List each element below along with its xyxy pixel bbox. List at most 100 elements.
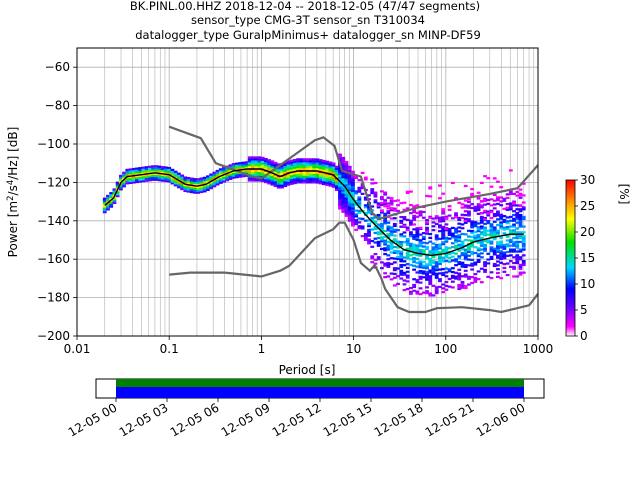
psd-cell <box>521 217 526 220</box>
psd-cell <box>396 209 400 213</box>
psd-cell <box>344 210 349 214</box>
psd-cell <box>141 176 146 179</box>
psd-cell <box>309 164 313 167</box>
psd-cell <box>180 182 185 185</box>
psd-cell <box>186 182 191 185</box>
psd-cell <box>518 256 523 259</box>
psd-cell <box>186 180 191 184</box>
psd-cell <box>505 208 510 211</box>
psd-cell <box>515 258 520 261</box>
psd-cell <box>147 179 152 182</box>
psd-cell <box>457 249 462 252</box>
psd-cell <box>463 285 468 288</box>
psd-cell <box>438 272 442 275</box>
psd-cell <box>518 267 523 270</box>
psd-cell <box>396 242 400 245</box>
psd-cell <box>376 258 381 261</box>
psd-cell <box>521 182 526 185</box>
psd-cell <box>415 250 420 253</box>
psd-cell <box>360 192 365 195</box>
psd-cell <box>209 175 214 178</box>
psd-cell <box>354 222 359 226</box>
psd-cell <box>315 167 320 171</box>
psd-cell <box>209 177 214 180</box>
psd-cell <box>270 181 275 184</box>
psd-cell <box>438 251 442 254</box>
psd-cell <box>418 266 423 269</box>
psd-cell <box>496 248 500 252</box>
psd-cell <box>396 275 400 278</box>
psd-cell <box>386 207 391 210</box>
psd-cell <box>347 185 352 188</box>
psd-cell <box>312 175 317 178</box>
psd-cell <box>106 200 110 203</box>
psd-cell <box>405 257 410 260</box>
psd-cell <box>193 178 197 181</box>
y-tick-label: −180 <box>37 291 70 305</box>
psd-cell <box>454 216 458 219</box>
psd-cell <box>312 167 317 171</box>
psd-cell <box>334 183 339 186</box>
psd-cell <box>489 230 494 234</box>
psd-cell <box>399 219 404 223</box>
psd-cell <box>367 223 371 226</box>
psd-cell <box>173 180 178 183</box>
psd-cell <box>257 158 262 161</box>
psd-cell <box>189 179 194 182</box>
psd-cell <box>112 199 117 203</box>
psd-cell <box>476 203 481 206</box>
psd-cell <box>331 166 336 169</box>
psd-cell <box>157 167 162 170</box>
psd-cell <box>247 160 252 163</box>
noise-models <box>168 125 538 314</box>
psd-cell <box>457 236 462 239</box>
y-tick-label: −120 <box>37 175 70 189</box>
psd-cell <box>486 241 491 244</box>
colorbar-tick-label: 5 <box>580 303 588 317</box>
psd-cell <box>457 201 462 204</box>
psd-cell <box>350 222 355 225</box>
psd-cell <box>508 248 513 251</box>
psd-cell <box>425 278 429 281</box>
psd-cell <box>409 290 413 293</box>
psd-cell <box>392 261 397 264</box>
psd-cell <box>383 220 388 223</box>
psd-cell <box>399 215 404 219</box>
psd-cell <box>331 185 336 188</box>
psd-cell <box>454 264 458 267</box>
psd-cell <box>164 174 168 177</box>
psd-cell <box>483 240 487 243</box>
psd-cell <box>263 171 268 174</box>
psd-cell <box>505 227 510 231</box>
psd-cell <box>309 177 313 180</box>
psd-cell <box>273 179 278 182</box>
psd-cell <box>479 252 484 255</box>
psd-cell <box>457 287 462 291</box>
psd-cell <box>215 175 220 178</box>
psd-cell <box>412 243 417 246</box>
psd-cell <box>512 242 516 245</box>
psd-cell <box>318 172 323 175</box>
psd-cell <box>296 162 301 165</box>
psd-cell <box>479 206 484 209</box>
psd-cell <box>325 162 330 165</box>
psd-cell <box>257 175 262 178</box>
psd-cell <box>151 174 156 178</box>
psd-cell <box>402 223 407 226</box>
psd-cell <box>115 185 120 188</box>
psd-cell <box>389 241 394 244</box>
psd-cell <box>470 281 475 285</box>
psd-cell <box>392 272 397 276</box>
plot-frame <box>76 47 539 337</box>
psd-cell <box>460 216 465 220</box>
psd-cell <box>463 256 468 259</box>
psd-cell <box>412 245 417 248</box>
psd-cell <box>151 167 156 170</box>
psd-cell <box>321 173 326 176</box>
psd-cell <box>167 172 172 175</box>
psd-cell <box>425 263 429 266</box>
psd-cell <box>415 292 420 295</box>
psd-cell <box>421 249 426 252</box>
psd-cell <box>341 200 346 204</box>
psd-cell <box>421 241 426 244</box>
